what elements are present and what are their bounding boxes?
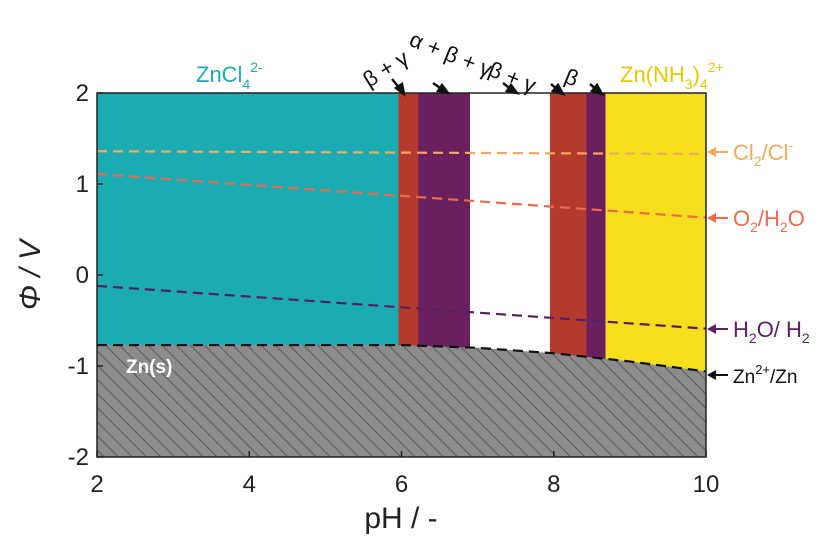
line-2 [97, 172, 706, 219]
zn-solid-region [97, 345, 706, 457]
arrowhead-2 [435, 82, 451, 95]
line-3 [97, 284, 706, 330]
label-zncl4: ZnCl42- [196, 59, 263, 92]
arrowhead-zn [707, 370, 716, 380]
y-tick-label: -2 [68, 444, 89, 471]
label-o2: O2/H2O [733, 206, 805, 235]
phase-label-4: β [561, 63, 582, 91]
label-zn-solid: Zn(s) [126, 357, 172, 378]
line-4 [97, 343, 706, 373]
x-tick-label: 8 [547, 471, 560, 498]
x-tick-label: 6 [395, 471, 408, 498]
arrowhead-3 [504, 82, 520, 95]
phase-label-1: β + γ [358, 45, 413, 92]
line-1 [97, 150, 706, 156]
equilibrium-lines [97, 150, 706, 373]
label-h2: H2O/ H2 [733, 317, 810, 346]
y-tick-label: 1 [76, 171, 89, 198]
arrowhead-1 [393, 81, 406, 97]
arrowhead-cl [707, 147, 716, 157]
x-tick-label: 10 [693, 471, 720, 498]
arrowhead-4 [550, 82, 566, 97]
arrowhead-o2 [707, 213, 716, 223]
label-zn: Zn2+/Zn [733, 362, 797, 388]
arrowhead-h2 [707, 324, 716, 334]
x-axis-label: pH / - [364, 502, 437, 535]
x-tick-label: 4 [243, 471, 256, 498]
line-labels: Cl2/Cl- O2/H2O H2O/ H2 Zn2+/Zn [707, 137, 810, 388]
phase-label-2: α + β + γ [406, 26, 496, 82]
x-tick-label: 2 [90, 471, 103, 498]
label-cl: Cl2/Cl- [733, 137, 793, 169]
arrowhead-5 [589, 82, 605, 97]
label-znnh3: Zn(NH3)42+ [620, 59, 724, 92]
phase-labels: β + γ α + β + γ β + γ β [358, 26, 605, 98]
y-tick-label: 2 [76, 80, 89, 107]
y-axis-label: Φ / V [14, 237, 47, 310]
y-tick-label: 0 [76, 262, 89, 289]
y-tick-label: -1 [68, 353, 89, 380]
